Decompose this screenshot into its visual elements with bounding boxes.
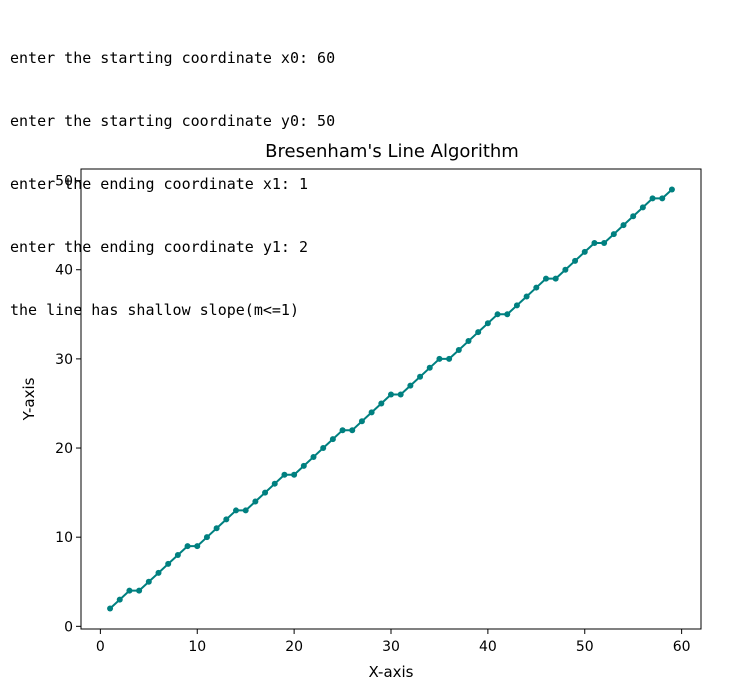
data-point: [233, 507, 239, 514]
console-line-slope: the line has shallow slope(m<=1): [10, 301, 299, 319]
data-point: [562, 266, 569, 273]
chart-title: Bresenham's Line Algorithm: [265, 141, 519, 162]
data-point: [601, 239, 608, 246]
x-tick-label: 50: [576, 639, 594, 655]
console-line-x0: enter the starting coordinate x0: 60: [10, 49, 336, 67]
data-point: [203, 534, 210, 541]
data-series: [107, 186, 675, 612]
data-point: [116, 596, 123, 603]
data-point: [630, 213, 637, 220]
data-point: [300, 462, 307, 469]
data-point: [145, 578, 152, 585]
data-point: [465, 338, 472, 345]
data-point: [165, 560, 172, 567]
data-point: [271, 480, 278, 487]
data-point: [368, 409, 375, 416]
data-point: [407, 382, 414, 389]
axis-ticks: 0 10 20 30 40 50 60 0 10 20 30 40 50: [55, 174, 690, 655]
x-tick-label: 60: [673, 639, 691, 655]
x-tick-label: 20: [285, 639, 303, 655]
console-output: enter the starting coordinate x0: 60 ent…: [10, 6, 335, 342]
y-tick-label: 20: [55, 441, 73, 457]
data-point: [213, 525, 220, 532]
data-point: [446, 355, 453, 362]
data-point: [552, 275, 559, 282]
data-point: [475, 329, 482, 336]
y-tick-label: 10: [55, 530, 73, 546]
data-point: [610, 231, 617, 238]
x-tick-label: 0: [96, 639, 105, 655]
data-point: [126, 587, 133, 594]
data-point: [223, 516, 230, 523]
data-point: [504, 311, 511, 318]
console-line-y1: enter the ending coordinate y1: 2: [10, 238, 309, 256]
x-tick-label: 40: [479, 639, 497, 655]
y-tick-label: 50: [55, 174, 73, 190]
console-line-x1: enter the ending coordinate x1: 1: [10, 175, 309, 193]
data-point: [184, 543, 191, 550]
data-point: [136, 587, 143, 594]
data-point: [639, 204, 646, 211]
data-point: [242, 507, 249, 514]
data-point: [572, 257, 579, 264]
data-point: [320, 445, 327, 452]
data-point: [262, 489, 269, 496]
y-axis-label: Y-axis: [20, 377, 38, 421]
data-point: [281, 471, 288, 478]
data-point: [358, 418, 365, 425]
y-tick-label: 30: [55, 352, 73, 368]
data-point: [339, 427, 346, 434]
x-tick-label: 10: [188, 639, 206, 655]
data-point: [417, 373, 424, 380]
x-axis-label: X-axis: [369, 663, 414, 681]
data-point: [581, 248, 588, 255]
console-line-y0: enter the starting coordinate y0: 50: [10, 112, 336, 130]
data-point: [484, 320, 491, 327]
data-point: [494, 311, 501, 318]
data-point: [513, 302, 520, 309]
data-point: [649, 195, 656, 202]
y-tick-label: 40: [55, 263, 73, 279]
y-tick-label: 0: [64, 619, 73, 635]
data-point: [436, 355, 443, 362]
data-point: [252, 498, 259, 505]
data-point: [174, 552, 181, 559]
data-point: [659, 195, 666, 202]
data-point: [388, 391, 394, 398]
data-point: [533, 284, 540, 291]
data-point: [291, 471, 298, 478]
data-point: [620, 222, 627, 229]
data-point: [329, 436, 336, 443]
plot-frame: [80, 168, 702, 630]
data-point: [543, 275, 549, 282]
data-point: [397, 391, 404, 398]
data-point: [194, 543, 201, 550]
x-tick-label: 30: [382, 639, 400, 655]
data-point: [310, 453, 317, 460]
data-point: [378, 400, 385, 407]
data-point: [349, 427, 356, 434]
data-point: [591, 239, 598, 246]
data-point: [426, 364, 433, 371]
data-point: [523, 293, 530, 300]
data-point: [668, 186, 675, 193]
data-point: [155, 569, 162, 576]
data-point: [107, 605, 114, 612]
data-point: [455, 346, 462, 353]
